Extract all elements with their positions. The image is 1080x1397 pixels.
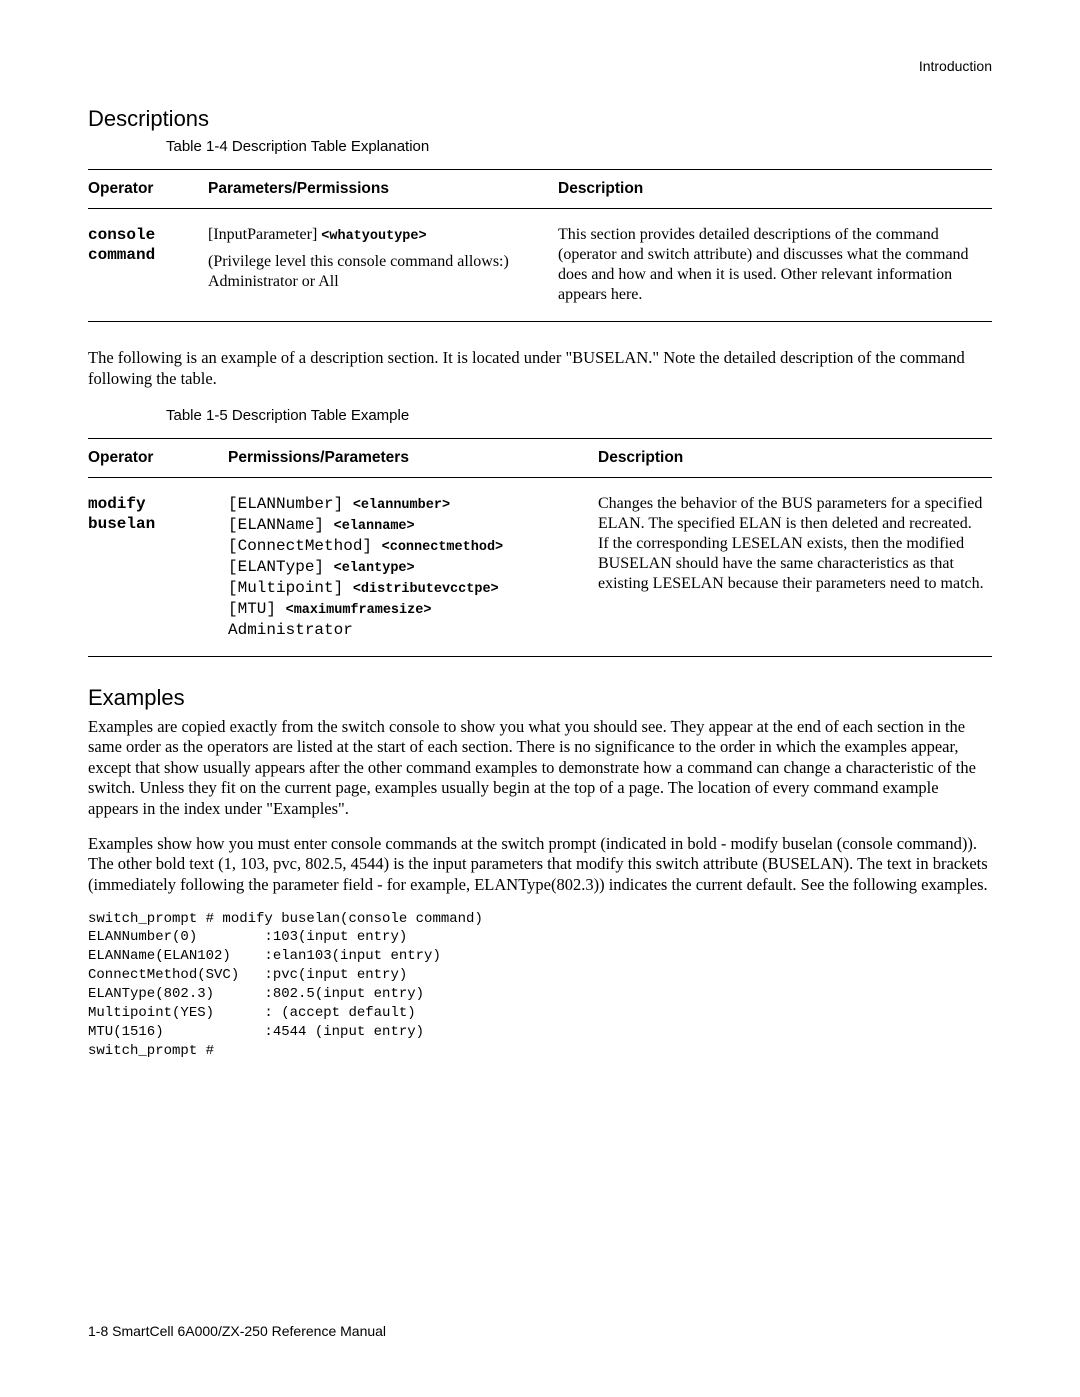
- param-bracket: [InputParameter]: [208, 226, 321, 243]
- param-2b: <elanname>: [334, 519, 415, 534]
- param-6a: [MTU]: [228, 600, 286, 618]
- console-example: switch_prompt # modify buselan(console c…: [88, 910, 992, 1061]
- examples-paragraph-2: Examples show how you must enter console…: [88, 834, 992, 896]
- table-1-4-header-operator: Operator: [88, 170, 208, 209]
- param-2a: [ELANName]: [228, 516, 334, 534]
- param-typed: <whatyoutype>: [321, 229, 426, 244]
- table-1-5-header-parameters: Permissions/Parameters: [228, 439, 598, 478]
- intro-paragraph: The following is an example of a descrip…: [88, 348, 992, 389]
- operator-line-2: command: [88, 246, 155, 264]
- operator-line-1: console: [88, 226, 155, 244]
- examples-heading: Examples: [88, 685, 992, 711]
- param-1a: [ELANNumber]: [228, 495, 353, 513]
- table-1-5: Operator Permissions/Parameters Descript…: [88, 438, 992, 656]
- operator-cell: modify buselan: [88, 478, 228, 656]
- examples-section: Examples Examples are copied exactly fro…: [88, 685, 992, 1061]
- param-5a: [Multipoint]: [228, 579, 353, 597]
- parameters-cell: [InputParameter] <whatyoutype> (Privileg…: [208, 209, 558, 322]
- param-4a: [ELANType]: [228, 558, 334, 576]
- param-6b: <maximumframesize>: [286, 603, 432, 618]
- privilege-line-2: Administrator or All: [208, 272, 552, 292]
- param-1b: <elannumber>: [353, 498, 450, 513]
- table-1-4-caption: Table 1-4 Description Table Explanation: [166, 138, 992, 155]
- table-1-5-header-operator: Operator: [88, 439, 228, 478]
- description-cell: Changes the behavior of the BUS paramete…: [598, 478, 992, 656]
- operator-cell: console command: [88, 209, 208, 322]
- descriptions-heading: Descriptions: [88, 106, 992, 132]
- table-row: console command [InputParameter] <whatyo…: [88, 209, 992, 322]
- page-header-right: Introduction: [919, 58, 992, 74]
- table-1-4-header-parameters: Parameters/Permissions: [208, 170, 558, 209]
- privilege-line-1: (Privilege level this console command al…: [208, 252, 552, 272]
- param-5b: <distributevcctpe>: [353, 582, 499, 597]
- description-cell: This section provides detailed descripti…: [558, 209, 992, 322]
- param-7: Administrator: [228, 621, 353, 639]
- table-1-4: Operator Parameters/Permissions Descript…: [88, 169, 992, 322]
- table-1-5-header-description: Description: [598, 439, 992, 478]
- table-1-4-header-description: Description: [558, 170, 992, 209]
- param-4b: <elantype>: [334, 561, 415, 576]
- table-1-5-caption: Table 1-5 Description Table Example: [166, 407, 992, 424]
- page-footer: 1-8 SmartCell 6A000/ZX-250 Reference Man…: [88, 1323, 386, 1339]
- parameters-cell: [ELANNumber] <elannumber> [ELANName] <el…: [228, 478, 598, 656]
- examples-paragraph-1: Examples are copied exactly from the swi…: [88, 717, 992, 820]
- param-3a: [ConnectMethod]: [228, 537, 382, 555]
- param-3b: <connectmethod>: [382, 540, 504, 555]
- page: Introduction Descriptions Table 1-4 Desc…: [0, 0, 1080, 1397]
- main-content: Descriptions Table 1-4 Description Table…: [88, 106, 992, 1061]
- table-row: modify buselan [ELANNumber] <elannumber>…: [88, 478, 992, 656]
